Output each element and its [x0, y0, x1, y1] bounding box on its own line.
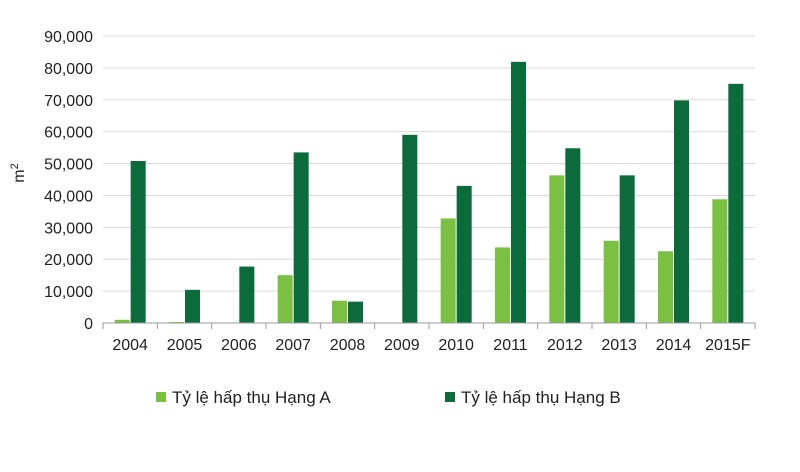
legend-swatch-hang-a: [156, 392, 166, 402]
bar-hang-b-2014: [674, 100, 689, 323]
x-tick-label: 2007: [275, 337, 311, 354]
y-tick-label: 20,000: [44, 252, 93, 269]
legend: Tỷ lệ hấp thụ Hạng A Tỷ lệ hấp thụ Hạng B: [156, 388, 621, 407]
y-tick-label: 0: [84, 316, 93, 333]
bar-hang-b-2012: [565, 148, 581, 323]
y-tick-label: 50,000: [44, 157, 93, 174]
bar-hang-a-2015F: [712, 199, 728, 323]
bar-hang-b-2010: [456, 185, 472, 323]
bar-hang-b-2013: [619, 175, 635, 323]
bar-hang-a-2011: [495, 247, 510, 323]
bar-hang-a-2013: [603, 240, 619, 323]
x-tick-label: 2014: [656, 337, 692, 354]
bar-hang-b-2005: [185, 289, 200, 323]
y-tick-label: 60,000: [44, 125, 93, 142]
bar-hang-b-2011: [511, 61, 526, 324]
y-axis-label: m2: [9, 163, 28, 182]
x-tick-label: 2008: [330, 337, 366, 354]
x-tick-label: 2012: [547, 337, 583, 354]
bar-hang-a-2007: [277, 275, 293, 323]
y-tick-label: 40,000: [44, 188, 93, 205]
bars: [114, 61, 744, 324]
y-tick-labels: 0 10,000 20,000 30,000 40,000 50,000 60,000 70,…: [44, 29, 93, 333]
x-tick-labels: 2004 2005 2006 2007 2008 2009 2010 2011 2012 2013…: [112, 337, 750, 354]
bar-hang-a-2014: [658, 251, 673, 323]
gridlines: [103, 35, 755, 292]
x-tick-label: 2006: [221, 337, 257, 354]
legend-swatch-hang-b: [445, 392, 455, 402]
x-tick-label: 2015F: [705, 337, 751, 354]
bar-hang-a-2012: [549, 175, 565, 323]
bar-hang-b-2015F: [728, 83, 744, 323]
y-tick-label: 30,000: [44, 220, 93, 237]
bar-hang-a-2004: [114, 319, 130, 323]
bar-hang-b-2007: [293, 152, 309, 323]
x-tick-label: 2005: [167, 337, 203, 354]
legend-label-hang-b: Tỷ lệ hấp thụ Hạng B: [461, 388, 621, 407]
x-tick-label: 2013: [601, 337, 637, 354]
y-tick-label: 80,000: [44, 61, 93, 78]
bar-hang-b-2009: [402, 134, 418, 323]
bar-hang-b-2004: [130, 161, 146, 323]
x-tick-label: 2009: [384, 337, 420, 354]
bar-hang-b-2008: [348, 301, 363, 323]
bar-hang-b-2006: [239, 266, 255, 323]
x-tick-label: 2004: [112, 337, 148, 354]
x-tick-label: 2010: [438, 337, 474, 354]
y-tick-label: 70,000: [44, 93, 93, 110]
axes: [102, 322, 756, 329]
x-tick-label: 2011: [493, 337, 528, 354]
y-tick-label: 10,000: [44, 284, 93, 301]
bar-hang-a-2008: [332, 300, 347, 323]
y-tick-label: 90,000: [44, 29, 93, 46]
legend-label-hang-a: Tỷ lệ hấp thụ Hạng A: [172, 388, 331, 407]
bar-hang-a-2010: [440, 218, 456, 323]
